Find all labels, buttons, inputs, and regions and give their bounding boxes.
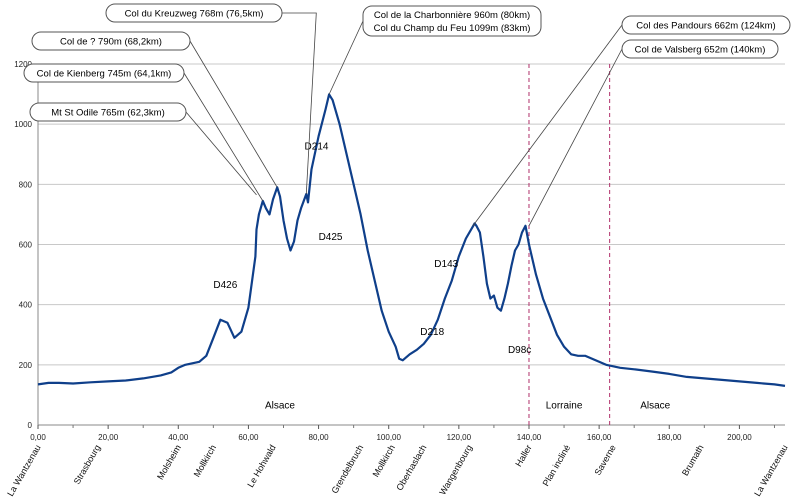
place-label: Mollkirch (371, 443, 397, 479)
place-label: Saverne (592, 443, 617, 477)
y-tick-label: 800 (19, 180, 33, 189)
road-label: D425 (319, 232, 343, 243)
place-label: Brumath (680, 443, 706, 477)
place-label: Strasbourg (72, 443, 103, 486)
callout-text: Col de Kienberg 745m (64,1km) (37, 69, 172, 80)
callout-box (23, 63, 185, 83)
x-tick-label: 100,00 (376, 433, 401, 442)
y-tick-label: 0 (28, 421, 33, 430)
pass-callouts: Col du Kreuzweg 768m (76,5km) Col de ? 79… (23, 3, 791, 227)
y-tick-label: 1200 (14, 60, 32, 69)
region-label: Alsace (640, 400, 670, 411)
callout-leader (528, 48, 623, 227)
x-tick-label: 200,00 (727, 433, 752, 442)
x-tick-label: 120,00 (447, 433, 472, 442)
place-labels: La Wantzenau Strasbourg Molsheim Mollkirch L… (5, 443, 790, 498)
callout-box (31, 31, 191, 51)
y-tick-label: 400 (19, 301, 33, 310)
callout-text: Col de Valsberg 652m (140km) (635, 45, 766, 56)
y-tick-label: 200 (19, 361, 33, 370)
callout-leader (328, 20, 364, 95)
road-label: D143 (434, 259, 458, 270)
region-label: Alsace (265, 400, 295, 411)
region-labels: Alsace Lorraine Alsace (265, 400, 671, 411)
road-label: D98c (508, 345, 531, 356)
y-tick-label: 1000 (14, 120, 32, 129)
place-label: Plan incliné (541, 443, 573, 488)
axes (37, 64, 785, 426)
y-axis-ticks: 0 200 400 600 800 1000 1200 (14, 60, 32, 430)
elevation-line (37, 93, 786, 387)
x-tick-label: 40,00 (168, 433, 189, 442)
place-label: La Wantzenau (5, 443, 43, 498)
place-label: Oberhaslach (394, 443, 428, 492)
place-label: Mollkirch (192, 443, 218, 479)
callout-text: Col des Pandours 662m (124km) (636, 21, 775, 32)
road-label: D214 (305, 142, 329, 153)
place-label: Le Hohwald (245, 443, 277, 489)
callout-leader (472, 24, 623, 227)
callout-box (621, 39, 779, 59)
callout-text: Col de ? 790m (68,2km) (60, 37, 162, 48)
road-label: D426 (213, 280, 237, 291)
callout-leader (183, 72, 264, 202)
elevation-series (37, 93, 786, 387)
road-label: D218 (420, 327, 444, 338)
callout-box (362, 5, 542, 37)
road-labels: D214 D425 D426 D143 D218 D98c (213, 142, 531, 356)
callout-box (105, 3, 283, 23)
x-tick-label: 20,00 (98, 433, 119, 442)
x-tick-label: 180,00 (657, 433, 682, 442)
y-tick-label: 600 (19, 241, 33, 250)
place-label: Grendelbruch (329, 443, 365, 495)
region-label: Lorraine (546, 400, 583, 411)
callout-leader (282, 12, 317, 194)
x-tick-label: 140,00 (517, 433, 542, 442)
callout-box (621, 15, 791, 35)
place-label: Wangenbourg (437, 443, 474, 497)
callout-leader (185, 111, 257, 196)
callout-text: Col de la Charbonnière 960m (80km) (374, 10, 530, 21)
x-tick-label: 160,00 (587, 433, 612, 442)
callout-text: Mt St Odile 765m (62,3km) (51, 108, 165, 119)
place-label: Molsheim (155, 443, 183, 481)
x-axis-ticks: 0,00 20,00 40,00 60,00 80,00 100,00 120,00 140,… (30, 425, 775, 442)
place-label: La Wantzenau (752, 443, 790, 498)
place-label: Haller (513, 443, 533, 468)
x-tick-label: 0,00 (30, 433, 46, 442)
x-tick-label: 80,00 (309, 433, 330, 442)
callout-leader (189, 40, 278, 188)
x-tick-label: 60,00 (238, 433, 259, 442)
callout-text: Col du Champ du Feu 1099m (83km) (374, 23, 531, 34)
callout-text: Col du Kreuzweg 768m (76,5km) (125, 9, 264, 20)
callout-box (29, 102, 187, 122)
